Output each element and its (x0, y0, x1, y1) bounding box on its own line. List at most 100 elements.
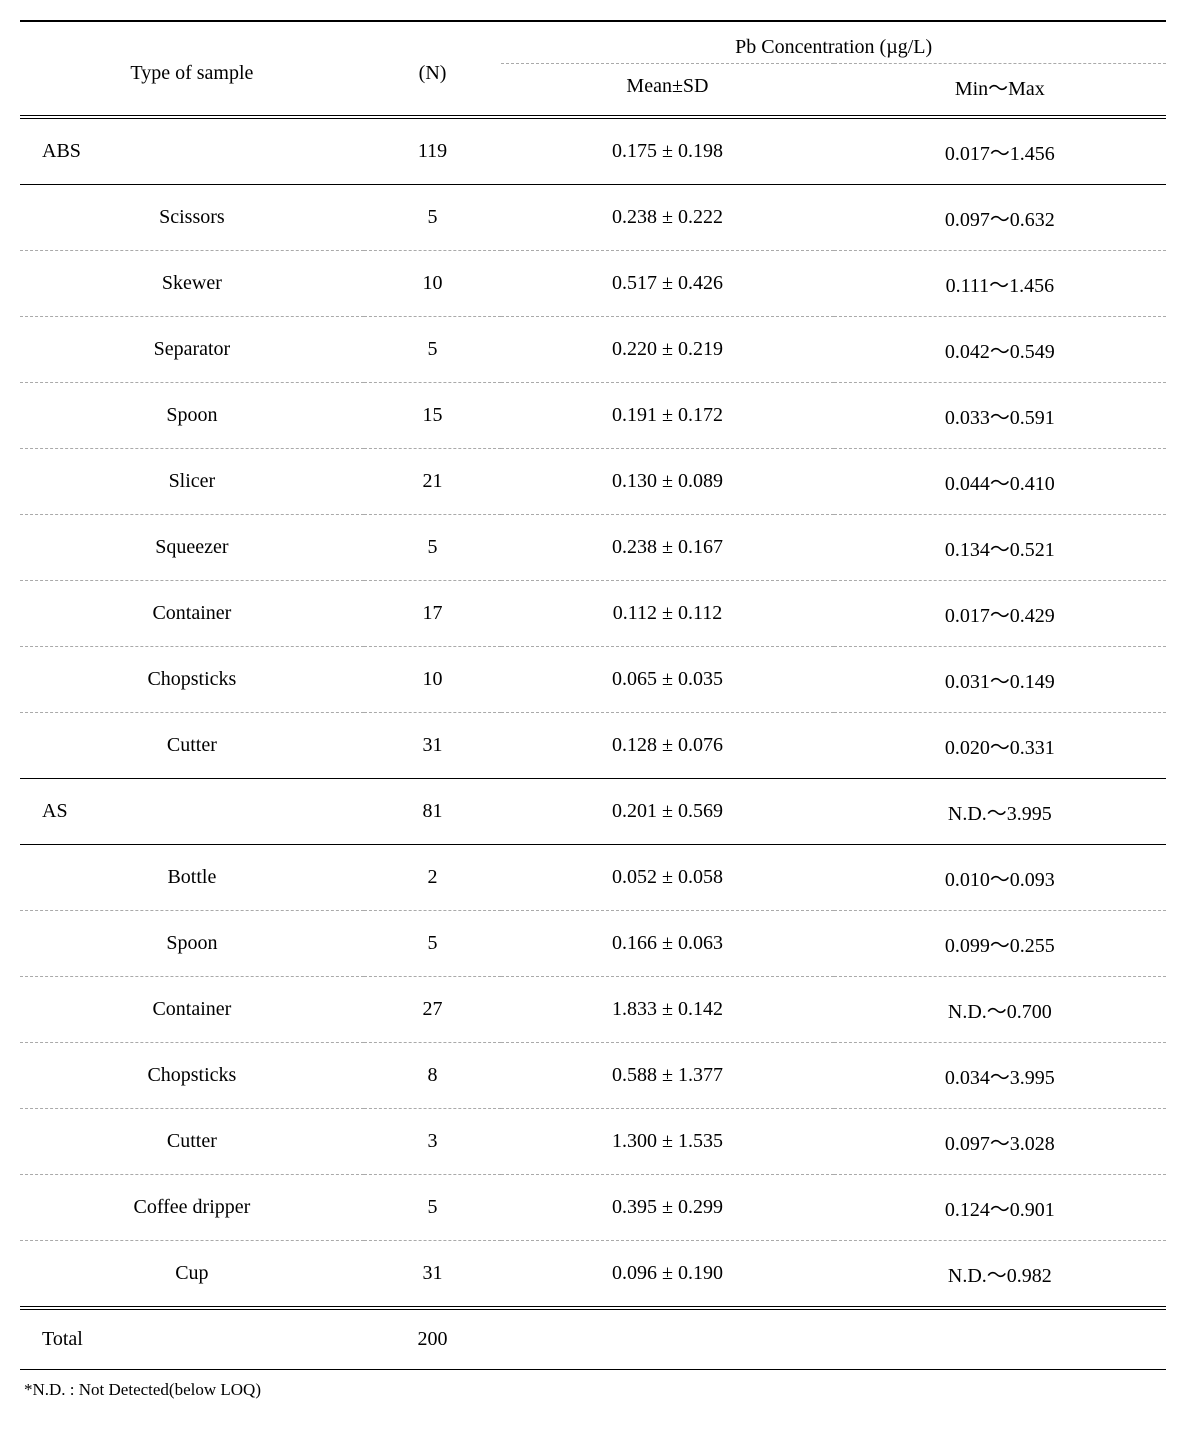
sub-range: 0.031～0.149 (834, 647, 1166, 713)
header-mean: Mean±SD (501, 64, 833, 118)
table-sub-row: Container170.112 ± 0.1120.017～0.429 (20, 581, 1166, 647)
group-mean: 0.201 ± 0.569 (501, 779, 833, 845)
sub-mean: 0.191 ± 0.172 (501, 383, 833, 449)
table-sub-row: Separator50.220 ± 0.2190.042～0.549 (20, 317, 1166, 383)
header-span-text: Pb Concentration (µg/L) (735, 36, 932, 58)
header-span: Pb Concentration (µg/L) (501, 21, 1166, 64)
table-sub-row: Spoon50.166 ± 0.0630.099～0.255 (20, 911, 1166, 977)
sub-name: Spoon (20, 911, 364, 977)
sub-range: 0.097～3.028 (834, 1109, 1166, 1175)
sub-n: 27 (364, 977, 502, 1043)
sub-name: Scissors (20, 185, 364, 251)
sub-mean: 0.238 ± 0.222 (501, 185, 833, 251)
group-mean: 0.175 ± 0.198 (501, 117, 833, 185)
sub-mean: 0.112 ± 0.112 (501, 581, 833, 647)
table-sub-row: Scissors50.238 ± 0.2220.097～0.632 (20, 185, 1166, 251)
sub-range: 0.097～0.632 (834, 185, 1166, 251)
sub-n: 5 (364, 515, 502, 581)
total-mean (501, 1308, 833, 1370)
group-name: AS (20, 779, 364, 845)
header-n-text: (N) (419, 62, 447, 84)
sub-n: 15 (364, 383, 502, 449)
sub-name: Spoon (20, 383, 364, 449)
table-sub-row: Chopsticks100.065 ± 0.0350.031～0.149 (20, 647, 1166, 713)
header-type-text: Type of sample (130, 62, 253, 84)
sub-range: N.D.～0.982 (834, 1241, 1166, 1309)
sub-name: Coffee dripper (20, 1175, 364, 1241)
table-sub-row: Chopsticks80.588 ± 1.3770.034～3.995 (20, 1043, 1166, 1109)
sub-n: 5 (364, 1175, 502, 1241)
sub-range: 0.010～0.093 (834, 845, 1166, 911)
table-sub-row: Coffee dripper50.395 ± 0.2990.124～0.901 (20, 1175, 1166, 1241)
sub-name: Squeezer (20, 515, 364, 581)
sub-range: 0.124～0.901 (834, 1175, 1166, 1241)
sub-name: Skewer (20, 251, 364, 317)
group-range: 0.017～1.456 (834, 117, 1166, 185)
table-header: Type of sample (N) Pb Concentration (µg/… (20, 21, 1166, 117)
footnote: *N.D. : Not Detected(below LOQ) (20, 1370, 1166, 1400)
sub-mean: 0.065 ± 0.035 (501, 647, 833, 713)
sub-mean: 0.238 ± 0.167 (501, 515, 833, 581)
sub-n: 10 (364, 647, 502, 713)
sub-mean: 1.300 ± 1.535 (501, 1109, 833, 1175)
sub-name: Cup (20, 1241, 364, 1309)
total-label: Total (20, 1308, 364, 1370)
sub-n: 5 (364, 911, 502, 977)
data-table: Type of sample (N) Pb Concentration (µg/… (20, 20, 1166, 1370)
sub-mean: 0.395 ± 0.299 (501, 1175, 833, 1241)
sub-range: 0.034～3.995 (834, 1043, 1166, 1109)
table-body: ABS1190.175 ± 0.1980.017～1.456Scissors50… (20, 117, 1166, 1370)
header-range: Min～Max (834, 64, 1166, 118)
group-name: ABS (20, 117, 364, 185)
sub-n: 8 (364, 1043, 502, 1109)
table-sub-row: Cutter31.300 ± 1.5350.097～3.028 (20, 1109, 1166, 1175)
sub-name: Cutter (20, 713, 364, 779)
sub-name: Slicer (20, 449, 364, 515)
sub-name: Cutter (20, 1109, 364, 1175)
sub-mean: 1.833 ± 0.142 (501, 977, 833, 1043)
sub-n: 17 (364, 581, 502, 647)
total-range (834, 1308, 1166, 1370)
sub-n: 5 (364, 185, 502, 251)
sub-name: Chopsticks (20, 647, 364, 713)
table-sub-row: Container271.833 ± 0.142N.D.～0.700 (20, 977, 1166, 1043)
sub-mean: 0.130 ± 0.089 (501, 449, 833, 515)
sub-n: 31 (364, 713, 502, 779)
sub-range: 0.017～0.429 (834, 581, 1166, 647)
sub-range: 0.111～1.456 (834, 251, 1166, 317)
group-n: 119 (364, 117, 502, 185)
sub-n: 31 (364, 1241, 502, 1309)
table-sub-row: Cutter310.128 ± 0.0760.020～0.331 (20, 713, 1166, 779)
sub-range: N.D.～0.700 (834, 977, 1166, 1043)
sub-mean: 0.220 ± 0.219 (501, 317, 833, 383)
table-container: Type of sample (N) Pb Concentration (µg/… (20, 20, 1166, 1400)
table-sub-row: Skewer100.517 ± 0.4260.111～1.456 (20, 251, 1166, 317)
sub-n: 10 (364, 251, 502, 317)
sub-range: 0.020～0.331 (834, 713, 1166, 779)
table-sub-row: Bottle20.052 ± 0.0580.010～0.093 (20, 845, 1166, 911)
table-total-row: Total200 (20, 1308, 1166, 1370)
sub-name: Container (20, 581, 364, 647)
sub-mean: 0.096 ± 0.190 (501, 1241, 833, 1309)
sub-mean: 0.166 ± 0.063 (501, 911, 833, 977)
sub-range: 0.033～0.591 (834, 383, 1166, 449)
table-sub-row: Spoon150.191 ± 0.1720.033～0.591 (20, 383, 1166, 449)
header-n: (N) (364, 21, 502, 117)
header-type: Type of sample (20, 21, 364, 117)
sub-mean: 0.128 ± 0.076 (501, 713, 833, 779)
sub-range: 0.134～0.521 (834, 515, 1166, 581)
table-group-row: AS810.201 ± 0.569N.D.～3.995 (20, 779, 1166, 845)
sub-n: 21 (364, 449, 502, 515)
total-n: 200 (364, 1308, 502, 1370)
sub-name: Chopsticks (20, 1043, 364, 1109)
group-n: 81 (364, 779, 502, 845)
table-sub-row: Slicer210.130 ± 0.0890.044～0.410 (20, 449, 1166, 515)
sub-name: Separator (20, 317, 364, 383)
sub-mean: 0.052 ± 0.058 (501, 845, 833, 911)
sub-n: 3 (364, 1109, 502, 1175)
table-sub-row: Cup310.096 ± 0.190N.D.～0.982 (20, 1241, 1166, 1309)
sub-mean: 0.517 ± 0.426 (501, 251, 833, 317)
sub-name: Bottle (20, 845, 364, 911)
sub-name: Container (20, 977, 364, 1043)
sub-mean: 0.588 ± 1.377 (501, 1043, 833, 1109)
